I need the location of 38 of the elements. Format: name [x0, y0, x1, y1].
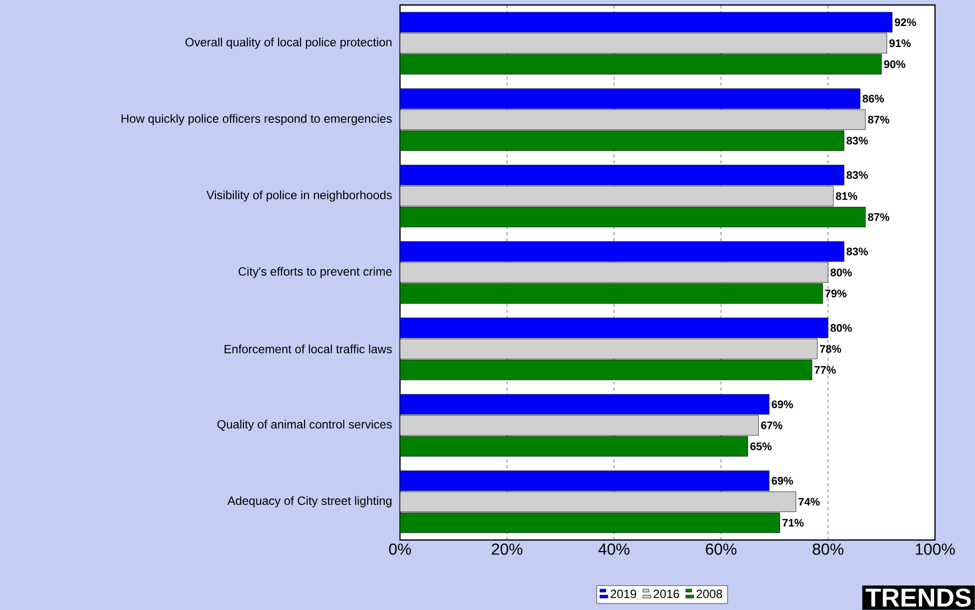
y-tick-label: How quickly police officers respond to emergencies	[122, 114, 392, 126]
y-tick-label: Overall quality of local police protection	[185, 38, 392, 49]
data-label: 74%	[798, 498, 820, 506]
data-label: 83%	[846, 136, 868, 145]
data-label: 78%	[820, 345, 842, 353]
data-label: 69%	[772, 400, 793, 408]
y-tick-label: Quality of animal control services	[217, 420, 392, 431]
x-tick-label: 0%	[389, 544, 411, 555]
data-label: 71%	[782, 518, 804, 527]
y-tick-label: City's efforts to prevent crime	[238, 266, 392, 278]
data-label: 77%	[814, 366, 836, 374]
data-label: 87%	[868, 116, 890, 124]
data-label: 65%	[750, 442, 772, 450]
x-tick-label: 80%	[812, 544, 844, 555]
data-label: 83%	[846, 248, 868, 256]
legend-label: 2019	[610, 590, 636, 598]
data-label: 92%	[894, 18, 916, 26]
data-label: 87%	[868, 213, 890, 221]
text: TRENDS	[866, 588, 971, 607]
y-tick-label: Enforcement of local traffic laws	[224, 344, 392, 354]
x-tick-label: 60%	[706, 544, 736, 555]
data-label: 83%	[846, 171, 868, 179]
data-label: 81%	[836, 192, 858, 200]
legend-label: 2016	[654, 590, 680, 598]
data-label: 86%	[862, 94, 884, 103]
data-label: 91%	[889, 39, 911, 48]
legend-label: 2008	[696, 590, 722, 598]
y-tick-label: Visibility of police in neighborhoods	[206, 190, 392, 202]
data-label: 67%	[761, 421, 782, 430]
data-label: 69%	[772, 476, 793, 485]
y-tick-label: Adequacy of City street lighting	[227, 496, 392, 508]
data-label: 80%	[830, 324, 852, 332]
data-label: 80%	[830, 268, 852, 276]
x-tick-label: 20%	[492, 544, 522, 555]
x-tick-label: 40%	[598, 544, 630, 555]
data-label: 90%	[884, 60, 906, 68]
x-tick-label: 100%	[916, 544, 955, 555]
data-label: 79%	[825, 290, 846, 298]
